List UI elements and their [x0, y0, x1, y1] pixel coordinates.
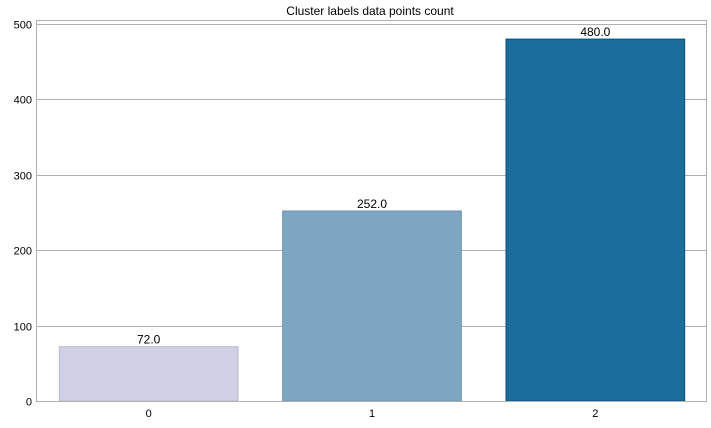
x-tick-label: 2 [592, 408, 598, 420]
x-tick-label: 0 [146, 408, 152, 420]
y-tick-label: 200 [14, 246, 32, 258]
x-tick-label: 1 [369, 408, 375, 420]
data-label: 252.0 [357, 197, 387, 211]
y-tick-label: 300 [14, 171, 32, 183]
plot-frame [36, 20, 707, 402]
y-tick-label: 0 [26, 397, 32, 409]
data-labels: 72.0 252.0 480.0 [137, 25, 611, 347]
bar-0 [58, 346, 239, 402]
y-tick-label: 100 [14, 322, 32, 334]
bar-1 [282, 210, 462, 402]
data-label: 480.0 [580, 25, 610, 39]
y-axis-ticks: 0 100 200 300 400 500 [14, 20, 32, 409]
chart-title: Cluster labels data points count [286, 4, 454, 18]
bar-2 [505, 38, 686, 402]
x-axis-ticks: 0 1 2 [146, 408, 599, 420]
data-label: 72.0 [137, 333, 161, 347]
y-tick-label: 400 [14, 95, 32, 107]
y-tick-label: 500 [14, 20, 32, 32]
bars [58, 38, 686, 402]
